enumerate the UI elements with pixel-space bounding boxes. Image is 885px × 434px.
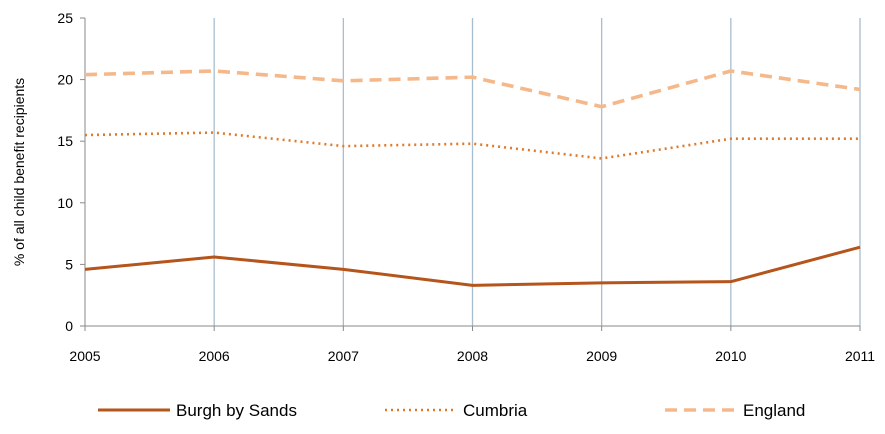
y-tick-label-15: 15 bbox=[57, 133, 73, 149]
x-tick-label-2010: 2010 bbox=[715, 348, 746, 364]
x-tick-label-2007: 2007 bbox=[328, 348, 359, 364]
y-tick-label-5: 5 bbox=[65, 256, 73, 272]
legend: Burgh by Sands Cumbria England bbox=[98, 401, 805, 420]
y-tick-labels: 0 5 10 15 20 25 bbox=[57, 10, 73, 334]
x-tick-label-2006: 2006 bbox=[199, 348, 230, 364]
axes bbox=[80, 17, 861, 331]
series-line-burgh-by-sands bbox=[84, 245, 861, 287]
series-line-cumbria bbox=[84, 131, 860, 160]
x-tick-label-2005: 2005 bbox=[69, 348, 100, 364]
grid-lines bbox=[213, 18, 861, 326]
legend-label-cumbria: Cumbria bbox=[463, 401, 528, 420]
y-tick-label-0: 0 bbox=[65, 318, 73, 334]
series-line-england bbox=[84, 69, 861, 109]
x-tick-label-2011: 2011 bbox=[845, 348, 875, 364]
x-tick-label-2008: 2008 bbox=[457, 348, 488, 364]
y-axis-title: % of all child benefit recipients bbox=[11, 78, 27, 266]
y-tick-label-20: 20 bbox=[57, 72, 73, 88]
y-tick-label-10: 10 bbox=[57, 195, 73, 211]
x-tick-labels: 2005 2006 2007 2008 2009 2010 2011 bbox=[69, 348, 875, 364]
legend-label-england: England bbox=[743, 401, 805, 420]
series-lines bbox=[84, 69, 861, 287]
x-tick-label-2009: 2009 bbox=[586, 348, 617, 364]
y-tick-label-25: 25 bbox=[57, 10, 73, 26]
legend-label-burgh-by-sands: Burgh by Sands bbox=[176, 401, 297, 420]
